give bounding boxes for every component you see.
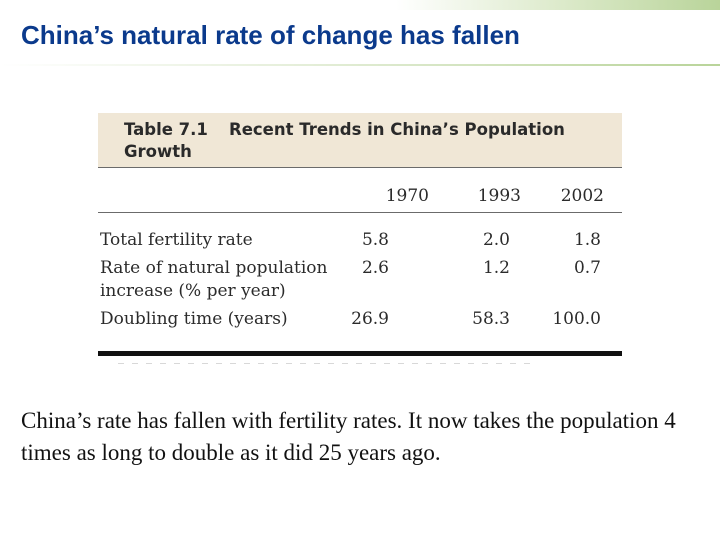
top-accent-bar	[0, 0, 720, 10]
table-header-rule	[98, 212, 622, 213]
cell-fertility-2002: 1.8	[573, 230, 601, 250]
row-label-natural-increase: Rate of natural population	[100, 258, 328, 278]
row-label-fertility: Total fertility rate	[100, 230, 253, 250]
row-label-doubling-time: Doubling time (years)	[100, 309, 288, 329]
title-divider	[0, 64, 720, 66]
cell-fertility-1970: 5.8	[361, 230, 389, 250]
column-header-2002: 2002	[560, 186, 604, 206]
cell-fertility-1993: 2.0	[482, 230, 510, 250]
column-header-1970: 1970	[385, 186, 429, 206]
column-header-1993: 1993	[477, 186, 521, 206]
cell-increase-1993: 1.2	[482, 258, 510, 278]
row-label-natural-increase-continued: increase (% per year)	[100, 281, 286, 301]
scan-artifact-line	[118, 363, 538, 364]
table-bottom-rule	[98, 351, 622, 356]
cell-increase-2002: 0.7	[573, 258, 601, 278]
cell-increase-1970: 2.6	[361, 258, 389, 278]
cell-doubling-1993: 58.3	[472, 309, 510, 329]
table-caption: Table 7.1 Recent Trends in China’s Popul…	[98, 113, 622, 167]
cell-doubling-1970: 26.9	[351, 309, 389, 329]
slide-caption: China’s rate has fallen with fertility r…	[21, 408, 676, 465]
table-title: Recent Trends in China’s Population	[229, 120, 565, 139]
population-table: Table 7.1 Recent Trends in China’s Popul…	[98, 113, 622, 371]
cell-doubling-2002: 100.0	[552, 309, 601, 329]
table-title-continued: Growth	[124, 142, 192, 161]
table-label: Table 7.1	[124, 120, 208, 139]
slide-title: China’s natural rate of change has falle…	[21, 20, 520, 50]
table-top-rule	[98, 167, 622, 168]
